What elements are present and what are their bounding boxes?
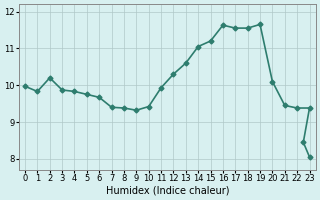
X-axis label: Humidex (Indice chaleur): Humidex (Indice chaleur) [106, 186, 229, 196]
